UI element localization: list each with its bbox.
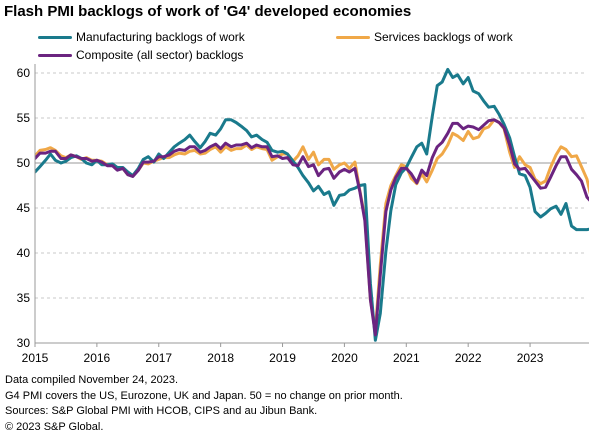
footnote-coverage: G4 PMI covers the US, Eurozone, UK and J… xyxy=(5,389,403,402)
axis-layer: 30 35 40 45 50 55 60 2015 2016 2017 2018 2019 2020 20… xyxy=(17,64,589,365)
x-tick-label-2023: 2023 xyxy=(517,351,544,365)
x-tick-label-2018: 2018 xyxy=(207,351,234,365)
x-tick-label-2021: 2021 xyxy=(393,351,420,365)
x-tick-label-2020: 2020 xyxy=(331,351,358,365)
legend-item-manufacturing: Manufacturing backlogs of work xyxy=(38,30,245,44)
series-line-composite xyxy=(35,118,589,337)
legend-swatch-manufacturing xyxy=(38,35,72,39)
legend-label-manufacturing: Manufacturing backlogs of work xyxy=(76,30,245,44)
legend-swatch-composite xyxy=(38,53,72,57)
legend-item-services: Services backlogs of work xyxy=(336,30,513,44)
legend-label-services: Services backlogs of work xyxy=(374,30,513,44)
legend-swatch-services xyxy=(336,35,370,39)
footnote-data-compiled: Data compiled November 24, 2023. xyxy=(5,374,179,386)
x-tick-label-2015: 2015 xyxy=(22,351,49,365)
x-tick-label-2022: 2022 xyxy=(455,351,482,365)
y-tick-label-45: 45 xyxy=(17,201,31,215)
x-tick-label-2016: 2016 xyxy=(84,351,111,365)
footnote-sources: Sources: S&P Global PMI with HCOB, CIPS … xyxy=(5,405,318,417)
y-tick-label-50: 50 xyxy=(17,156,31,170)
chart-title: Flash PMI backlogs of work of 'G4' devel… xyxy=(4,3,412,20)
x-tick-label-2019: 2019 xyxy=(269,351,296,365)
grid-layer xyxy=(35,72,587,299)
y-tick-label-30: 30 xyxy=(17,336,31,350)
x-tick-label-2017: 2017 xyxy=(145,351,172,365)
y-tick-label-55: 55 xyxy=(17,111,31,125)
series-layer xyxy=(35,67,589,342)
legend-item-composite: Composite (all sector) backlogs xyxy=(38,48,243,62)
footnote-copyright: © 2023 S&P Global. xyxy=(5,420,104,433)
y-tick-label-40: 40 xyxy=(17,246,31,260)
footnotes: Data compiled November 24, 2023. G4 PMI … xyxy=(5,373,403,435)
y-tick-label-60: 60 xyxy=(17,66,31,80)
y-tick-label-35: 35 xyxy=(17,291,31,305)
legend-label-composite: Composite (all sector) backlogs xyxy=(76,48,244,62)
series-line-manufacturing xyxy=(35,67,589,342)
